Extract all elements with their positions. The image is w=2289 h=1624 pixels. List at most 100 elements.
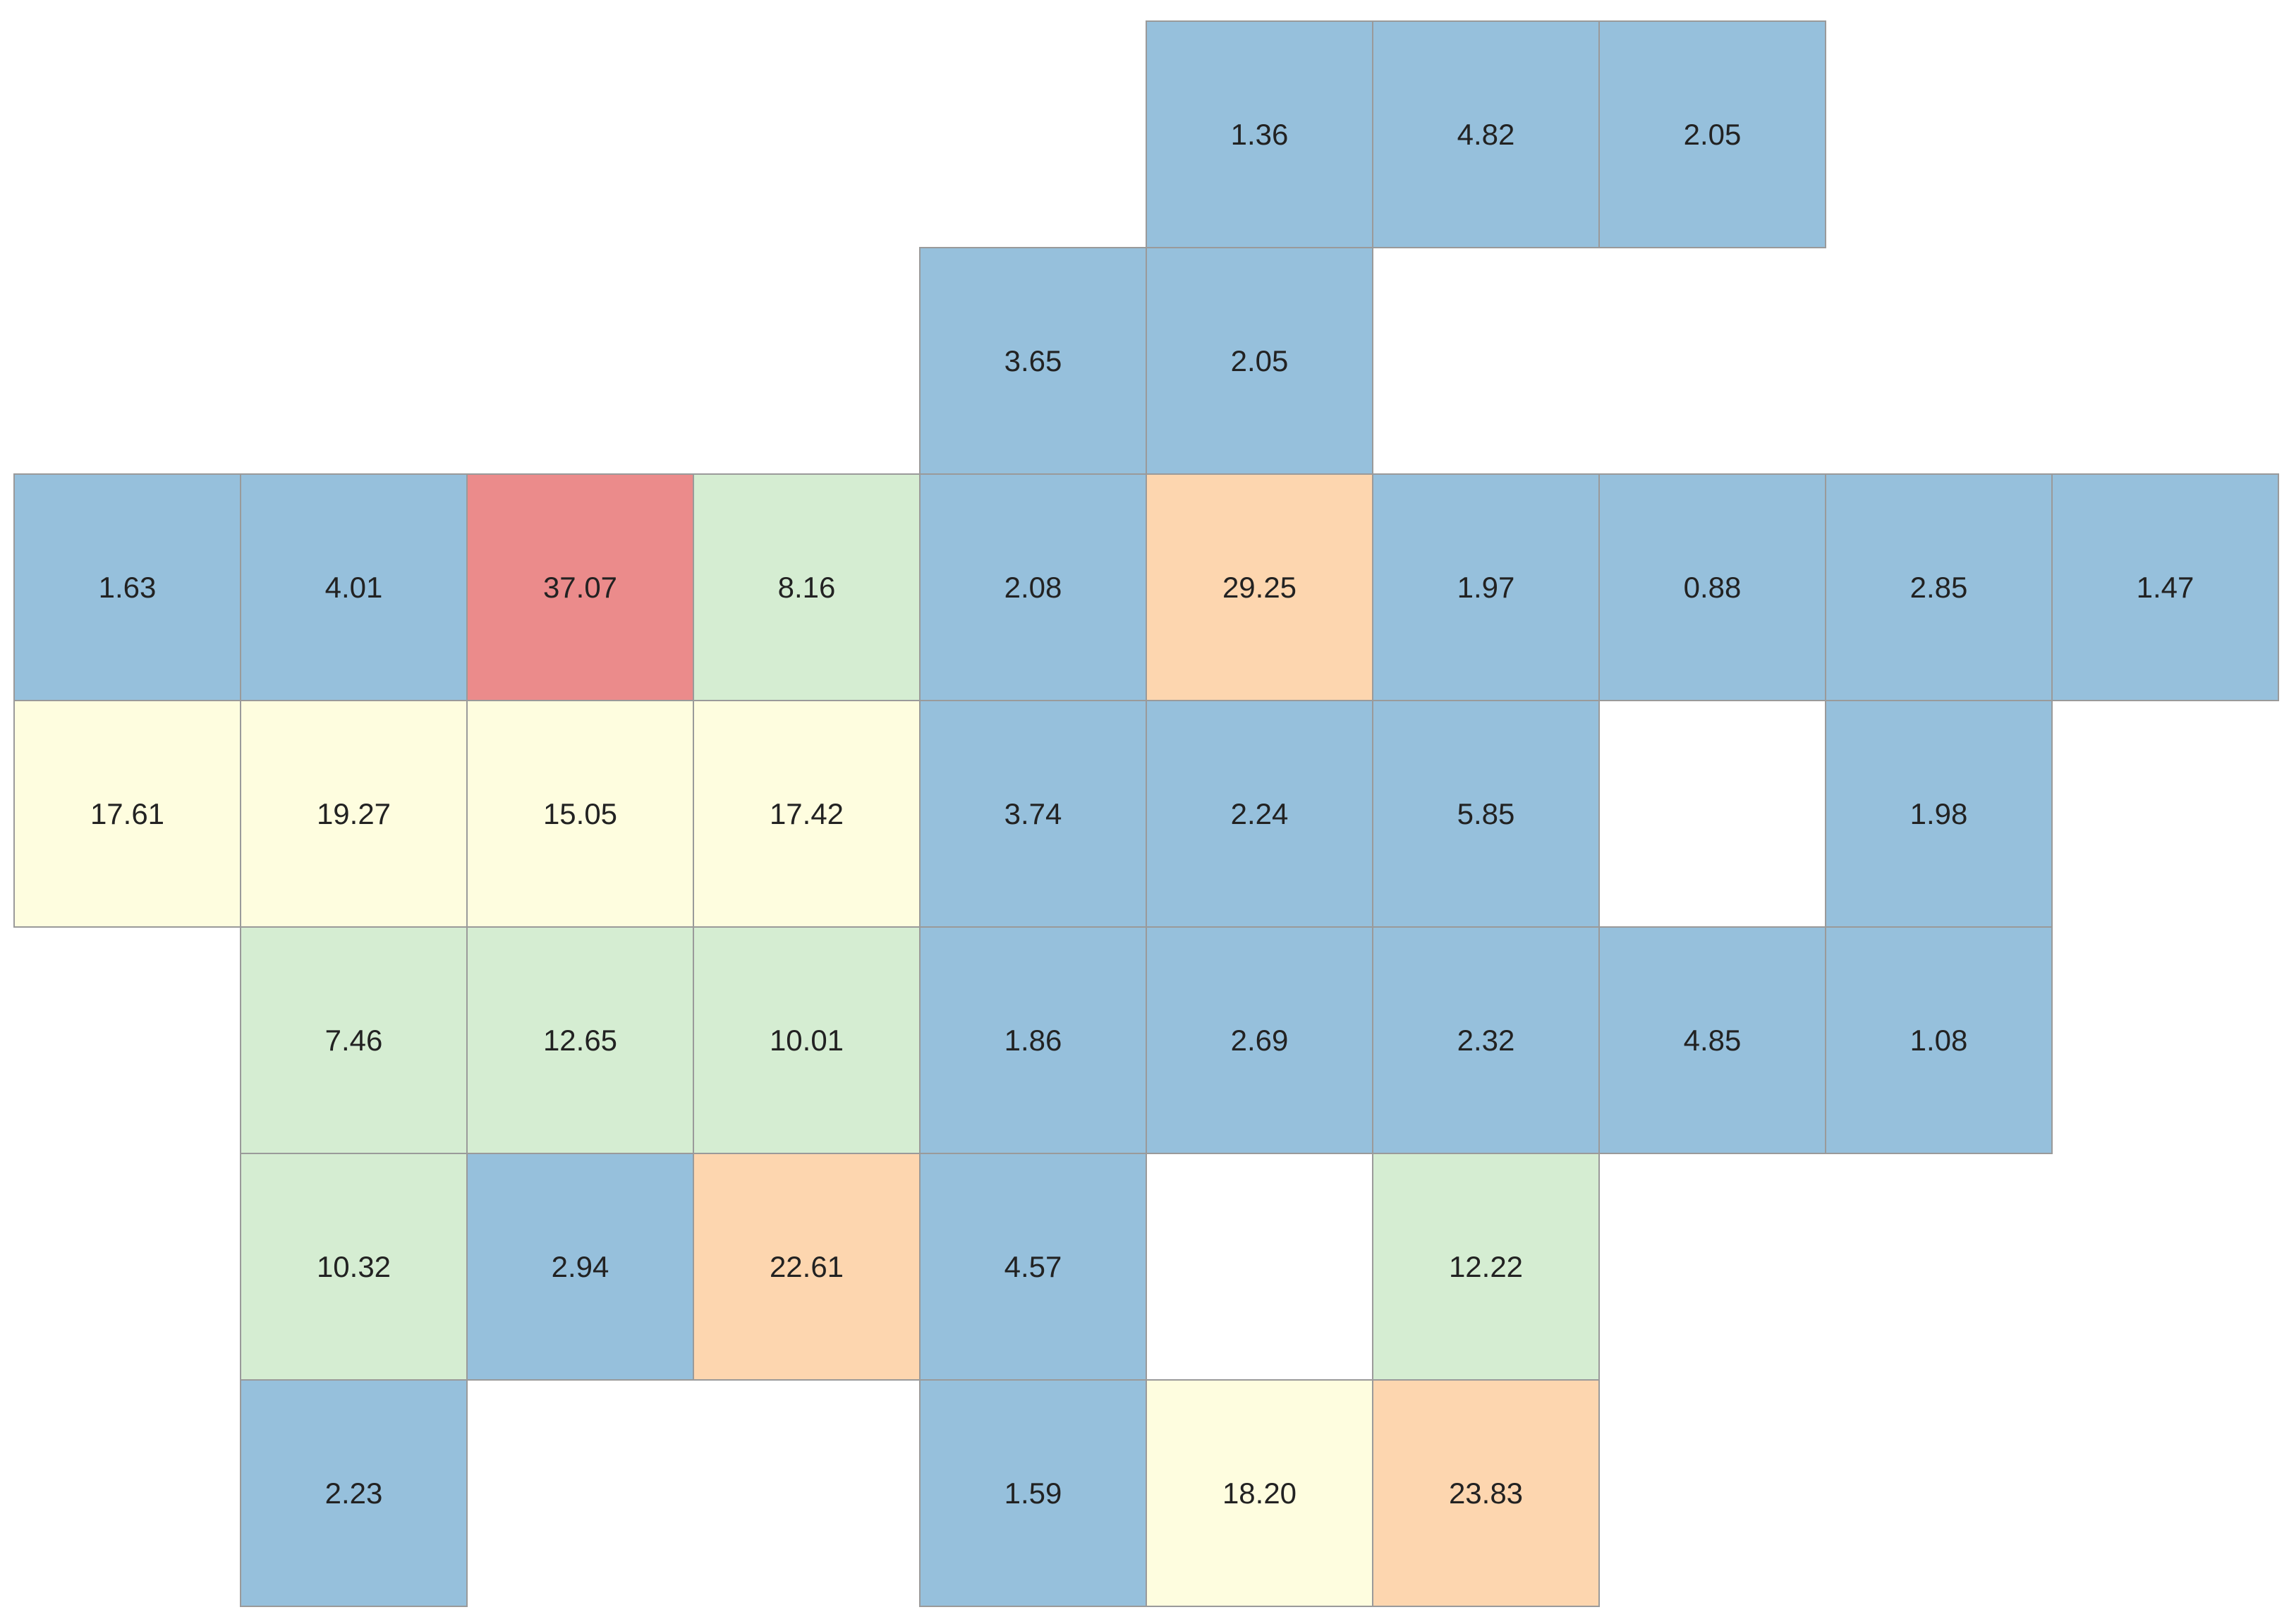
tile-rect <box>1598 20 1826 248</box>
tile-value-label: 17.61 <box>90 797 164 830</box>
tile-cell: 1.63 <box>13 473 241 701</box>
tile-cell: 22.61 <box>693 1153 921 1381</box>
tile-cell: 2.69 <box>1146 926 1373 1154</box>
tile-cell: 7.46 <box>240 926 468 1154</box>
tile-value-label: 4.01 <box>325 571 383 604</box>
tile-cell: 23.83 <box>1372 1379 1600 1607</box>
tile-cell: 2.05 <box>1598 20 1826 248</box>
tile-value-label: 10.32 <box>317 1250 391 1283</box>
tile-value-label: 1.08 <box>1910 1024 1968 1057</box>
tile-rect <box>1146 247 1373 475</box>
tile-cell: 10.01 <box>693 926 921 1154</box>
tile-cell: 17.61 <box>13 700 241 928</box>
tile-value-label: 17.42 <box>770 797 844 830</box>
tile-cell: 12.22 <box>1372 1153 1600 1381</box>
tile-rect <box>466 700 694 928</box>
tile-value-label: 5.85 <box>1457 797 1515 830</box>
tile-value-label: 22.61 <box>770 1250 844 1283</box>
tile-rect <box>240 1379 468 1607</box>
tile-cell: 0.88 <box>1598 473 1826 701</box>
tile-rect <box>240 473 468 701</box>
tile-cell: 3.74 <box>919 700 1147 928</box>
tile-rect <box>919 700 1147 928</box>
tile-value-label: 29.25 <box>1222 571 1297 604</box>
tile-value-label: 2.05 <box>1231 344 1289 377</box>
tile-rect <box>919 926 1147 1154</box>
tile-cell: 1.98 <box>1825 700 2053 928</box>
tile-cell: 2.24 <box>1146 700 1373 928</box>
tile-rect <box>1825 473 2053 701</box>
tile-cell: 1.97 <box>1372 473 1600 701</box>
tile-cell: 18.20 <box>1146 1379 1373 1607</box>
tile-value-label: 1.36 <box>1231 118 1289 151</box>
tile-value-label: 37.07 <box>543 571 617 604</box>
tile-cell: 19.27 <box>240 700 468 928</box>
tile-value-label: 2.08 <box>1004 571 1062 604</box>
tile-rect <box>919 1153 1147 1381</box>
tile-rect <box>1372 473 1600 701</box>
tile-cell: 1.47 <box>2051 473 2279 701</box>
tile-value-label: 1.63 <box>99 571 157 604</box>
tile-rect <box>919 1379 1147 1607</box>
tile-value-label: 1.59 <box>1004 1477 1062 1510</box>
tile-rect <box>1372 1379 1600 1607</box>
tile-rect <box>693 1153 921 1381</box>
tile-value-label: 2.23 <box>325 1477 383 1510</box>
tile-rect <box>466 926 694 1154</box>
tile-cell: 29.25 <box>1146 473 1373 701</box>
tile-cells: 1.36 4.82 2.05 3.65 2.05 1.63 4.01 37.07 8.16 2.0… <box>13 20 2279 1607</box>
tile-value-label: 3.74 <box>1004 797 1062 830</box>
tile-rect <box>1146 20 1373 248</box>
tile-rect <box>1825 926 2053 1154</box>
tile-rect <box>1825 700 2053 928</box>
tile-rect <box>13 473 241 701</box>
tile-cell: 15.05 <box>466 700 694 928</box>
tile-cell: 3.65 <box>919 247 1147 475</box>
tile-cell: 10.32 <box>240 1153 468 1381</box>
tile-cell: 2.08 <box>919 473 1147 701</box>
tile-value-label: 7.46 <box>325 1024 383 1057</box>
tile-rect <box>919 473 1147 701</box>
tile-cell: 8.16 <box>693 473 921 701</box>
tile-value-label: 1.86 <box>1004 1024 1062 1057</box>
tile-rect <box>693 700 921 928</box>
tile-value-label: 2.85 <box>1910 571 1968 604</box>
tile-rect <box>1146 1379 1373 1607</box>
tile-cell: 5.85 <box>1372 700 1600 928</box>
tile-cell: 4.01 <box>240 473 468 701</box>
tile-value-label: 1.97 <box>1457 571 1515 604</box>
tile-rect <box>693 926 921 1154</box>
tile-cell: 1.36 <box>1146 20 1373 248</box>
tile-value-label: 0.88 <box>1684 571 1742 604</box>
tile-value-label: 10.01 <box>770 1024 844 1057</box>
tile-rect <box>1372 926 1600 1154</box>
tile-rect <box>1146 926 1373 1154</box>
tile-rect <box>1372 1153 1600 1381</box>
tile-rect <box>1146 700 1373 928</box>
tile-value-label: 2.69 <box>1231 1024 1289 1057</box>
tile-rect <box>1372 20 1600 248</box>
tile-cell: 2.05 <box>1146 247 1373 475</box>
tile-value-label: 4.57 <box>1004 1250 1062 1283</box>
tile-value-label: 15.05 <box>543 797 617 830</box>
tile-cell: 4.82 <box>1372 20 1600 248</box>
tile-rect <box>919 247 1147 475</box>
tile-rect <box>1372 700 1600 928</box>
tile-value-label: 19.27 <box>317 797 391 830</box>
tile-cell: 17.42 <box>693 700 921 928</box>
tile-value-label: 18.20 <box>1222 1477 1297 1510</box>
tile-value-label: 12.65 <box>543 1024 617 1057</box>
tile-rect <box>466 473 694 701</box>
tile-value-label: 4.82 <box>1457 118 1515 151</box>
tile-value-label: 2.24 <box>1231 797 1289 830</box>
tile-cell: 2.94 <box>466 1153 694 1381</box>
tile-cell: 12.65 <box>466 926 694 1154</box>
tile-rect <box>1598 473 1826 701</box>
tile-cell: 1.59 <box>919 1379 1147 1607</box>
tile-cell: 2.85 <box>1825 473 2053 701</box>
tile-rect <box>240 700 468 928</box>
tile-cell: 4.85 <box>1598 926 1826 1154</box>
tile-cell: 1.08 <box>1825 926 2053 1154</box>
tile-cell: 4.57 <box>919 1153 1147 1381</box>
